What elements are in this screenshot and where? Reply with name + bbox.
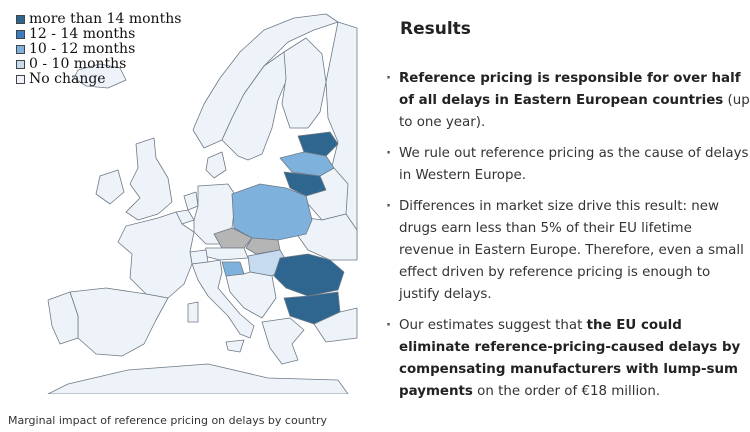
- region-ukraine: [297, 213, 358, 261]
- region-balkans-west: [225, 271, 277, 319]
- region-turkey: [313, 307, 358, 343]
- legend-swatch: [16, 45, 25, 54]
- region-estonia: [297, 131, 339, 157]
- region-ireland: [95, 169, 125, 205]
- region-uk: [125, 137, 173, 221]
- bullet-text: (up to one year).: [399, 93, 750, 130]
- region-north-africa: [47, 363, 349, 394]
- region-poland: [231, 183, 313, 241]
- region-netherlands: [183, 191, 199, 211]
- region-spain: [69, 287, 169, 357]
- results-panel: Results Reference pricing is responsible…: [384, 14, 750, 412]
- region-czech: [213, 227, 253, 249]
- region-austria: [203, 247, 249, 261]
- region-france: [117, 211, 195, 299]
- region-finland: [281, 37, 327, 129]
- region-portugal: [47, 291, 79, 345]
- results-bullet: Differences in market size drive this re…: [384, 196, 750, 306]
- bullet-text: Our estimates suggest that: [399, 318, 587, 333]
- bullet-text: Differences in market size drive this re…: [399, 199, 744, 302]
- bullet-bold-text: the EU could eliminate reference-pricing…: [399, 318, 741, 399]
- map-caption: Marginal impact of reference pricing on …: [8, 414, 327, 427]
- region-denmark: [205, 151, 227, 179]
- legend-item: 10 - 12 months: [16, 42, 181, 57]
- results-bullet: Reference pricing is responsible for ove…: [384, 68, 750, 134]
- bullet-text: We rule out reference pricing as the cau…: [399, 146, 749, 183]
- legend-label: 12 - 14 months: [29, 26, 136, 42]
- legend-label: 10 - 12 months: [29, 41, 136, 57]
- legend-item: 0 - 10 months: [16, 57, 181, 72]
- legend-item: more than 14 months: [16, 12, 181, 27]
- legend-swatch: [16, 60, 25, 69]
- europe-map: [47, 13, 358, 394]
- region-sardinia: [187, 301, 199, 323]
- legend-label: more than 14 months: [29, 11, 182, 27]
- legend-label: No change: [29, 71, 106, 87]
- region-romania: [273, 253, 345, 297]
- legend-swatch: [16, 15, 25, 24]
- region-greece: [261, 317, 305, 365]
- legend-swatch: [16, 30, 25, 39]
- results-bullet: Our estimates suggest that the EU could …: [384, 315, 750, 403]
- results-title: Results: [400, 19, 471, 39]
- results-list: Reference pricing is responsible for ove…: [384, 68, 750, 403]
- region-italy: [191, 259, 255, 339]
- bullet-text: on the order of €18 million.: [472, 384, 661, 399]
- region-slovenia: [221, 261, 245, 277]
- region-sweden: [221, 51, 291, 161]
- legend-item: No change: [16, 72, 181, 87]
- region-iceland: [73, 63, 127, 89]
- results-bullet: We rule out reference pricing as the cau…: [384, 143, 750, 187]
- bullet-bold-text: Reference pricing is responsible for ove…: [399, 71, 741, 108]
- region-germany: [193, 183, 237, 245]
- map-legend: more than 14 months 12 - 14 months 10 - …: [16, 12, 181, 87]
- legend-label: 0 - 10 months: [29, 56, 127, 72]
- legend-item: 12 - 14 months: [16, 27, 181, 42]
- region-switzerland: [189, 249, 209, 265]
- legend-swatch: [16, 75, 25, 84]
- region-sicily: [225, 339, 245, 353]
- map-panel: more than 14 months 12 - 14 months 10 - …: [8, 8, 365, 394]
